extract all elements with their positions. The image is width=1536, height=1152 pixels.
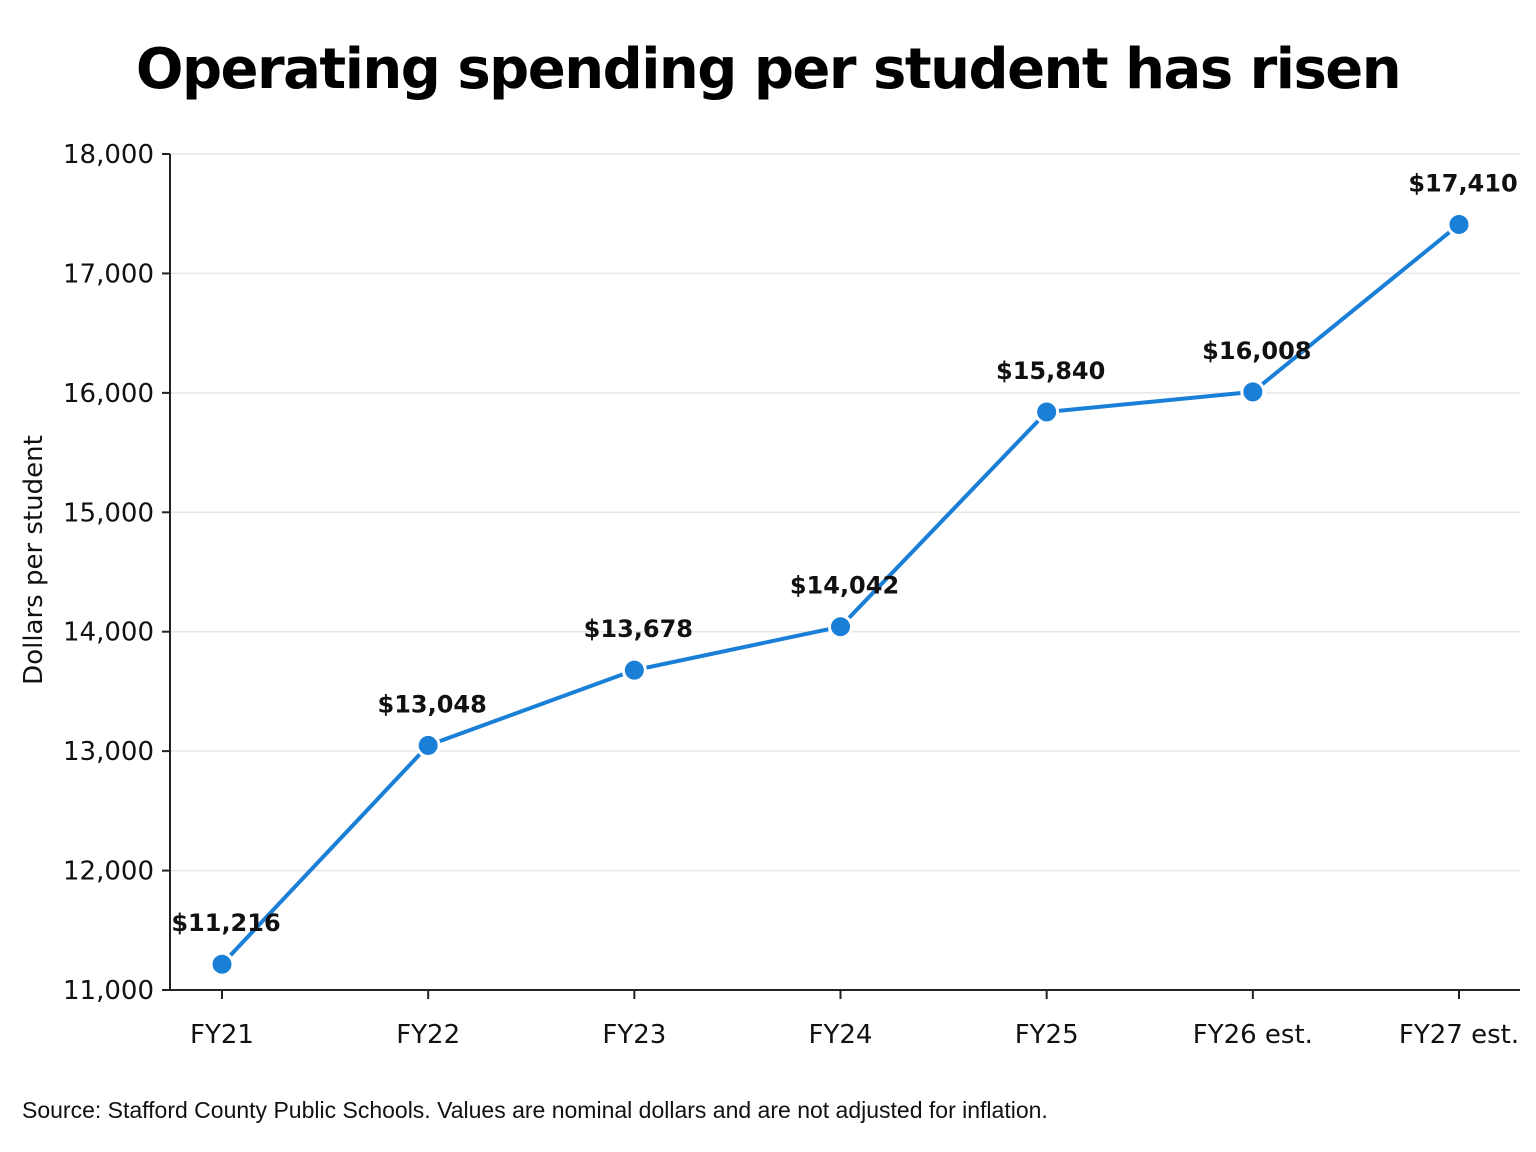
- x-tick-label: FY23: [602, 1020, 666, 1050]
- data-point: [1240, 379, 1266, 405]
- data-point: [621, 657, 647, 683]
- x-tick-label: FY21: [190, 1020, 254, 1050]
- data-point: [1034, 399, 1060, 425]
- y-tick-label: 18,000: [63, 140, 154, 170]
- y-axis-ticks: 11,000 12,000 13,000 14,000 15,000 16,000 17,0…: [63, 140, 170, 1006]
- x-tick-label: FY25: [1015, 1020, 1079, 1050]
- y-tick-label: 13,000: [63, 737, 154, 767]
- x-tick-label: FY26 est.: [1193, 1020, 1313, 1050]
- y-tick-label: 14,000: [63, 618, 154, 648]
- data-label: $13,048: [378, 690, 487, 718]
- x-axis-ticks: FY21 FY22 FY23 FY24 FY25 FY26 est. FY27 est.: [190, 990, 1519, 1050]
- y-tick-label: 17,000: [63, 259, 154, 289]
- y-tick-label: 12,000: [63, 857, 154, 887]
- y-tick-label: 11,000: [63, 976, 154, 1006]
- series: [209, 211, 1472, 977]
- axes: [169, 154, 1520, 991]
- data-label: $15,840: [996, 357, 1105, 385]
- data-label: $11,216: [171, 909, 280, 937]
- gridlines: [170, 153, 1520, 872]
- x-tick-label: FY24: [809, 1020, 873, 1050]
- data-label: $17,410: [1408, 169, 1517, 197]
- data-labels: $11,216 $13,048 $13,678 $14,042 $15,840 $16,0…: [171, 169, 1517, 937]
- x-tick-label: FY27 est.: [1399, 1020, 1519, 1050]
- data-label: $14,042: [790, 572, 899, 600]
- y-axis-title: Dollars per student: [19, 435, 49, 685]
- source-note: Source: Stafford County Public Schools. …: [22, 1097, 1048, 1123]
- data-point: [415, 732, 441, 758]
- x-tick-label: FY22: [396, 1020, 460, 1050]
- data-label: $13,678: [584, 615, 693, 643]
- data-point: [209, 951, 235, 977]
- chart-title: Operating spending per student has risen: [135, 37, 1402, 102]
- y-tick-label: 16,000: [63, 379, 154, 409]
- data-label: $16,008: [1202, 337, 1311, 365]
- y-tick-label: 15,000: [63, 498, 154, 528]
- data-point: [828, 614, 853, 640]
- data-point: [1446, 211, 1472, 237]
